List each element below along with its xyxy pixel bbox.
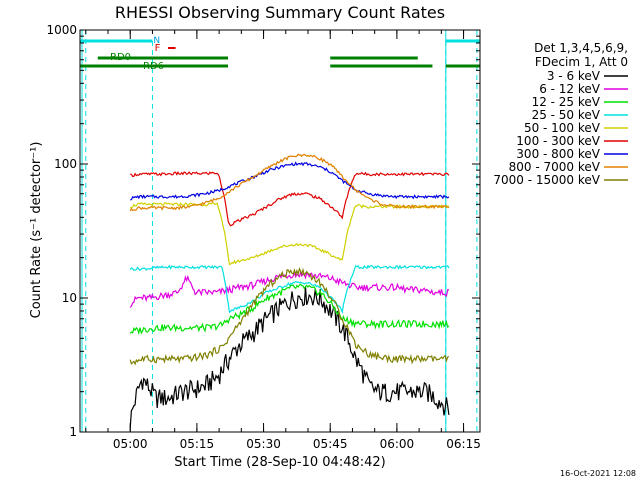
plot-area: NF RD0 RD6 1 10 100 1000 05:00 05:15 05:30 05:45 06… <box>46 23 480 451</box>
rd6-label: RD6 <box>143 61 164 72</box>
legend-label-3: 25 - 50 keV <box>532 108 601 122</box>
x-tick-label: 06:00 <box>380 437 415 451</box>
x-tick-label: 05:30 <box>246 437 281 451</box>
legend-label-2: 12 - 25 keV <box>532 95 601 109</box>
footer-date: 16-Oct-2021 12:08 <box>560 469 636 478</box>
series-line-1 <box>129 270 450 308</box>
series-line-0 <box>129 286 450 429</box>
series-line-8 <box>129 267 450 366</box>
x-tick-label: 05:45 <box>313 437 348 451</box>
y-tick-label: 1 <box>69 425 77 439</box>
series-line-7 <box>129 153 450 212</box>
plot-frame <box>79 29 481 433</box>
y-axis-label: Count Rate (s⁻¹ detector⁻¹) <box>29 142 44 319</box>
legend-label-0: 3 - 6 keV <box>547 69 601 83</box>
series-line-6 <box>130 161 450 201</box>
flag-label-n: N <box>153 36 160 46</box>
legend-label-8: 7000 - 15000 keV <box>493 173 600 187</box>
legend-label-4: 50 - 100 keV <box>524 121 601 135</box>
x-axis-label: Start Time (28-Sep-10 04:48:42) <box>174 455 385 470</box>
y-tick-label: 1000 <box>46 23 77 37</box>
legend-label-1: 6 - 12 keV <box>539 82 601 96</box>
legend-label-5: 100 - 300 keV <box>516 134 600 148</box>
legend-label-7: 800 - 7000 keV <box>509 160 601 174</box>
legend-label-6: 300 - 800 keV <box>516 147 600 161</box>
series-line-4 <box>129 202 449 266</box>
x-tick-label: 05:00 <box>113 437 148 451</box>
y-tick-label: 100 <box>54 157 77 171</box>
series-line-3 <box>129 264 450 315</box>
series-line-5 <box>130 171 450 227</box>
x-tick-label: 05:15 <box>180 437 215 451</box>
y-tick-label: 10 <box>62 291 77 305</box>
legend-header-line1: Det 1,3,4,5,6,9, <box>534 41 628 55</box>
rd0-label: RD0 <box>110 52 131 63</box>
series-line-2 <box>129 283 450 336</box>
chart-title: RHESSI Observing Summary Count Rates <box>115 3 445 22</box>
flag-label-f: F <box>155 43 161 54</box>
legend-header-line2: FDecim 1, Att 0 <box>535 55 628 69</box>
x-tick-label: 06:15 <box>446 437 481 451</box>
